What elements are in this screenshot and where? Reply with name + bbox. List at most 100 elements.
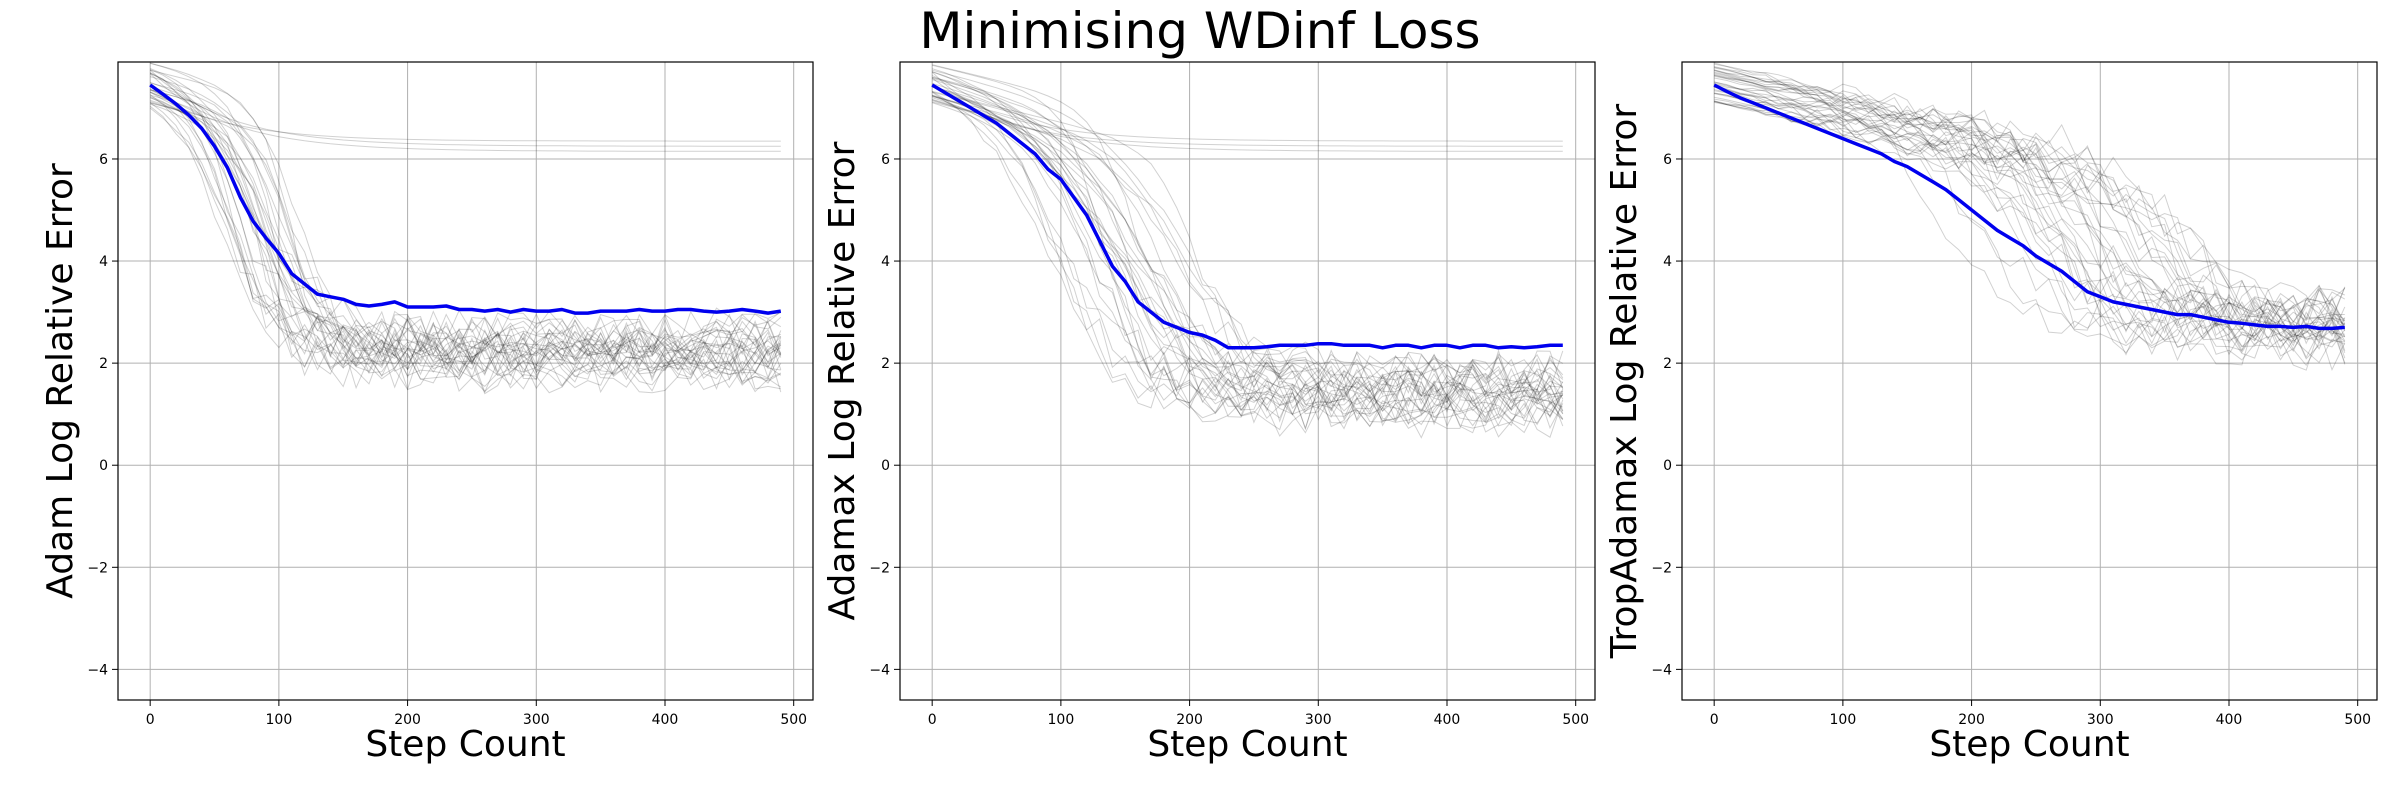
run-line [150,76,782,395]
run-line [149,68,782,385]
x-tick-label: 400 [2216,712,2243,728]
run-line [932,85,1564,406]
run-line [932,71,1564,427]
run-line [932,86,1564,439]
run-line [932,100,1564,434]
run-line [1714,77,2346,341]
run-line [150,69,782,379]
run-line [932,86,1564,396]
run-line [932,79,1564,400]
run-line [1714,81,2345,324]
run-line [932,95,1564,398]
run-line [1714,75,2346,354]
run-line [150,89,782,358]
run-line [1714,92,2345,353]
run-line [931,75,1564,418]
run-line [1714,63,2346,364]
run-line [1714,89,2346,344]
individual-runs [931,64,1564,439]
run-line [150,81,781,391]
run-line [1714,67,2345,347]
x-tick-label: 200 [394,712,421,728]
x-tick-label: 200 [1958,712,1985,728]
figure-title: Minimising WDinf Loss [919,2,1480,60]
chart-panel-3: 0 100 200 300 400 500 −4 −2 0 2 4 6 Step Count TropAd… [1604,61,2378,765]
run-line [149,102,782,359]
run-line [149,73,781,152]
run-line [931,91,1563,396]
y-tick-label: −2 [87,560,108,576]
run-line [149,88,782,376]
run-line [932,99,1564,431]
run-line [1714,74,2346,340]
x-tick-label: 300 [2087,712,2114,728]
axes-frame [1681,61,2378,701]
y-tick-label: −4 [1651,662,1672,678]
run-line [149,72,781,376]
run-line [1714,69,2346,328]
individual-runs [1714,62,2346,372]
run-line [150,103,782,364]
x-tick-label: 0 [928,712,937,728]
run-line [150,82,782,394]
run-line [149,105,782,373]
run-line [1714,86,2346,321]
run-line [1714,86,2346,360]
y-tick-label: 6 [99,152,108,168]
x-tick-label: 100 [266,712,293,728]
run-line [150,62,782,394]
y-axis-label: Adamax Log Relative Error [822,141,863,620]
run-line [150,97,782,384]
y-tick-label: −2 [1651,560,1672,576]
run-line [1714,100,2346,325]
run-line [1714,96,2346,367]
run-line [150,86,782,375]
run-line [1714,73,2346,372]
run-line [1714,101,2346,359]
run-line [931,83,1563,147]
mean-line [931,83,1563,350]
y-tick-label: 0 [1663,458,1672,474]
x-axis-label: Step Count [365,724,565,765]
y-tick-label: −2 [869,560,890,576]
x-axis-label: Step Count [1147,724,1347,765]
run-line [932,91,1563,415]
run-line [931,94,1564,425]
run-line [932,94,1564,427]
run-line [932,101,1564,413]
run-line [931,71,1563,152]
run-line [1714,98,2346,333]
chart-panel-2: 0 100 200 300 400 500 −4 −2 0 2 4 6 Step Count Adamax… [822,61,1596,765]
run-line [1714,69,2345,337]
y-tick-label: 4 [881,254,890,270]
run-line [1714,66,2346,338]
y-tick-label: 0 [881,458,890,474]
run-line [149,89,782,366]
x-tick-label: 500 [780,712,807,728]
run-line [1714,66,2346,342]
x-tick-label: 300 [1305,712,1332,728]
run-line [149,107,782,393]
run-line [931,77,1563,142]
x-tick-label: 0 [146,712,155,728]
run-line [149,94,782,367]
run-line [932,90,1563,405]
y-tick-label: 6 [881,152,890,168]
run-line [150,102,782,362]
run-line [150,94,781,383]
run-line [932,95,1564,399]
run-line [932,77,1564,394]
x-tick-label: 400 [652,712,679,728]
x-tick-label: 400 [1434,712,1461,728]
x-tick-label: 0 [1710,712,1719,728]
x-tick-label: 500 [2344,712,2371,728]
y-tick-label: 4 [1663,254,1672,270]
run-line [1714,93,2346,346]
y-tick-label: 2 [881,356,890,372]
run-line [932,71,1564,426]
y-tick-label: 4 [99,254,108,270]
run-line [1714,72,2346,330]
